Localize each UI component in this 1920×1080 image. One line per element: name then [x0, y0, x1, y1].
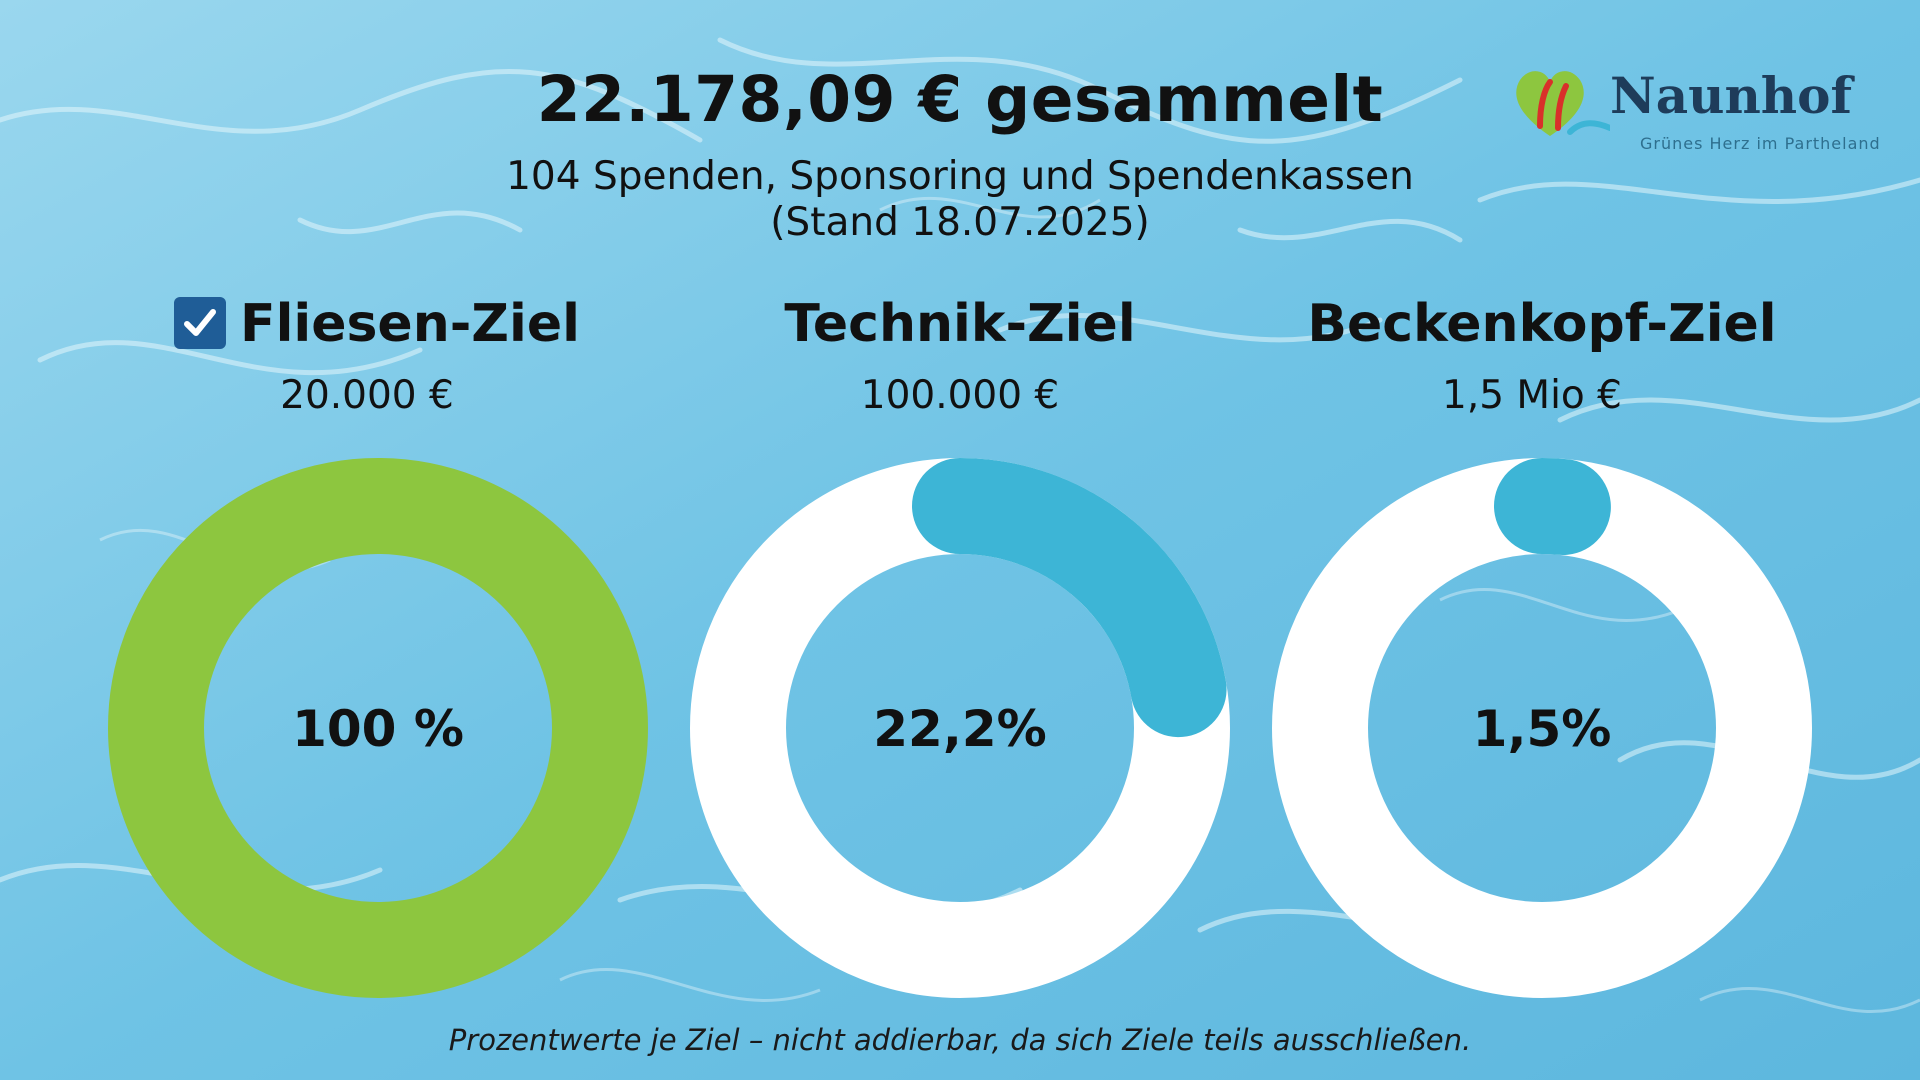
- status-date: (Stand 18.07.2025): [770, 200, 1150, 245]
- checkbox-checked-icon: [174, 297, 227, 349]
- goal-title-label: Technik-Ziel: [784, 294, 1136, 354]
- percent-label-beckenkopf: 1,5%: [1473, 700, 1612, 758]
- goal-amount-beckenkopf: 1,5 Mio €: [1442, 373, 1622, 418]
- donut-chart-beckenkopf: 1,5%: [1272, 458, 1812, 998]
- donut-progress-arc-beckenkopf: [1494, 458, 1611, 555]
- logo-name: Naunhof: [1610, 66, 1853, 125]
- heart-logo-icon: [1516, 71, 1610, 136]
- goal-amount-fliesen: 20.000 €: [280, 373, 454, 418]
- donut-chart-fliesen: 100 %: [108, 458, 648, 998]
- total-collected-headline: 22.178,09 € gesammelt: [536, 63, 1384, 136]
- percent-label-technik: 22,2%: [873, 700, 1046, 758]
- donut-progress-arc-technik: [912, 458, 1227, 738]
- naunhof-logo: Naunhof Grünes Herz im Partheland: [1510, 66, 1910, 166]
- logo-tagline: Grünes Herz im Partheland: [1640, 134, 1881, 153]
- footnote: Prozentwerte je Ziel – nicht addierbar, …: [448, 1023, 1472, 1057]
- goal-amount-technik: 100.000 €: [860, 373, 1060, 418]
- donations-subline: 104 Spenden, Sponsoring und Spendenkasse…: [506, 154, 1414, 199]
- goal-title-beckenkopf: Beckenkopf-Ziel: [1232, 292, 1852, 356]
- donut-chart-technik: 22,2%: [690, 458, 1230, 998]
- goal-title-technik: Technik-Ziel: [650, 292, 1270, 356]
- goal-title-fliesen: Fliesen-Ziel: [67, 292, 687, 356]
- percent-label-fliesen: 100 %: [292, 700, 464, 758]
- goal-title-label: Beckenkopf-Ziel: [1307, 294, 1777, 354]
- goal-title-label: Fliesen-Ziel: [240, 294, 580, 354]
- donut-track-fliesen: [108, 458, 648, 998]
